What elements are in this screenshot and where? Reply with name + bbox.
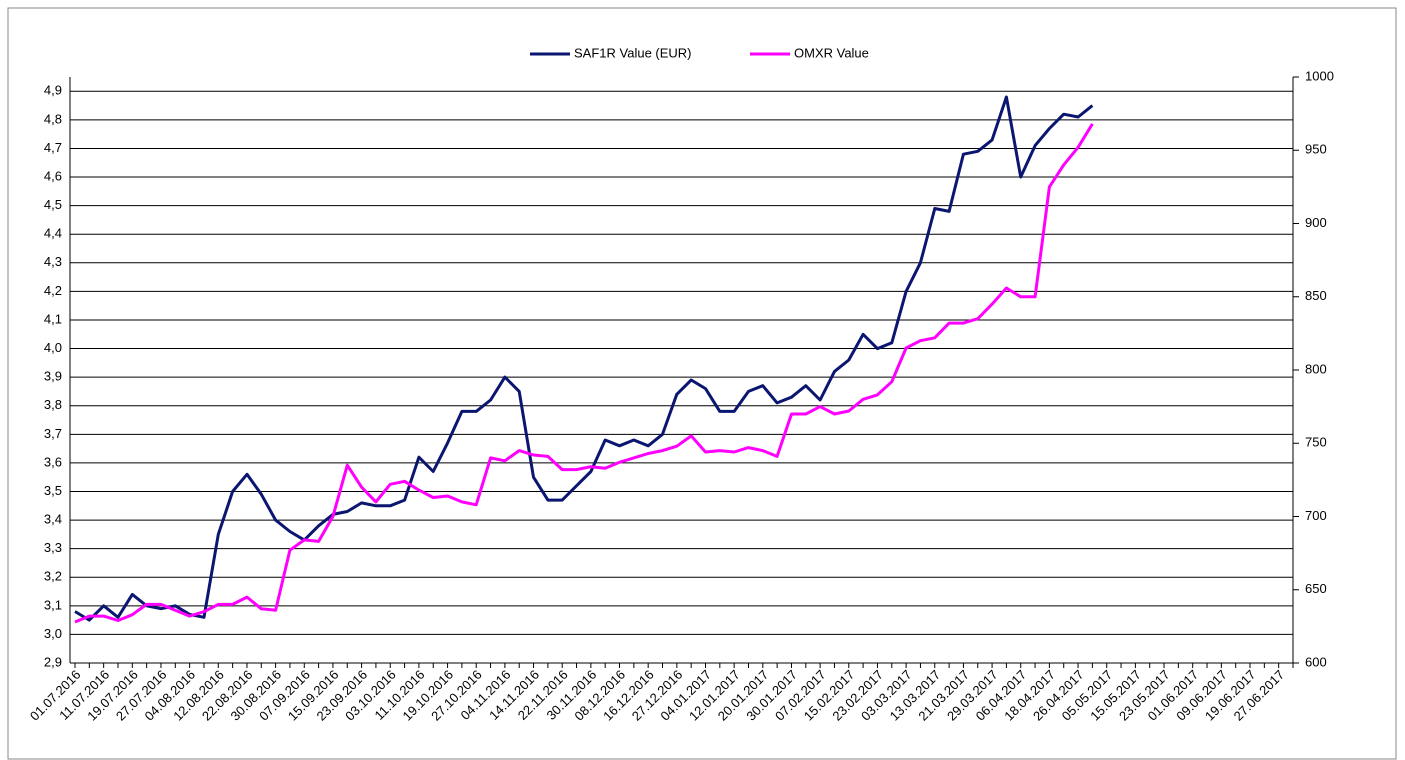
y2-tick-label: 600: [1305, 654, 1327, 669]
y-tick-label: 3,5: [44, 483, 62, 498]
y-tick-label: 3,2: [44, 569, 62, 584]
y-tick-label: 4,1: [44, 311, 62, 326]
y-tick-label: 4,8: [44, 111, 62, 126]
y-tick-label: 3,6: [44, 454, 62, 469]
line-series: [74, 123, 1094, 624]
y-tick-label: 4,7: [44, 140, 62, 155]
legend-label: SAF1R Value (EUR): [574, 45, 692, 60]
y-tick-label: 4,4: [44, 226, 62, 241]
y-tick-label: 3,7: [44, 426, 62, 441]
y2-tick-label: 750: [1305, 435, 1327, 450]
y-tick-label: 3,9: [44, 369, 62, 384]
y2-tick-label: 950: [1305, 142, 1327, 157]
line-series: [74, 95, 1094, 622]
y-tick-label: 4,5: [44, 197, 62, 212]
y-tick-label: 3,4: [44, 512, 62, 527]
legend-label: OMXR Value: [794, 45, 869, 60]
y2-tick-label: 1000: [1305, 68, 1334, 83]
y2-tick-label: 800: [1305, 361, 1327, 376]
y2-tick-label: 850: [1305, 288, 1327, 303]
y-tick-label: 3,1: [44, 597, 62, 612]
y-tick-label: 2,9: [44, 654, 62, 669]
y-tick-label: 4,6: [44, 168, 62, 183]
y-tick-label: 3,8: [44, 397, 62, 412]
y2-tick-label: 650: [1305, 581, 1327, 596]
y2-tick-label: 900: [1305, 215, 1327, 230]
y-tick-label: 4,0: [44, 340, 62, 355]
y-tick-label: 3,0: [44, 626, 62, 641]
y-tick-label: 4,9: [44, 83, 62, 98]
y-tick-label: 3,3: [44, 540, 62, 555]
y-tick-label: 4,3: [44, 254, 62, 269]
y-tick-label: 4,2: [44, 283, 62, 298]
chart-frame: [7, 7, 1397, 760]
y2-tick-label: 700: [1305, 508, 1327, 523]
